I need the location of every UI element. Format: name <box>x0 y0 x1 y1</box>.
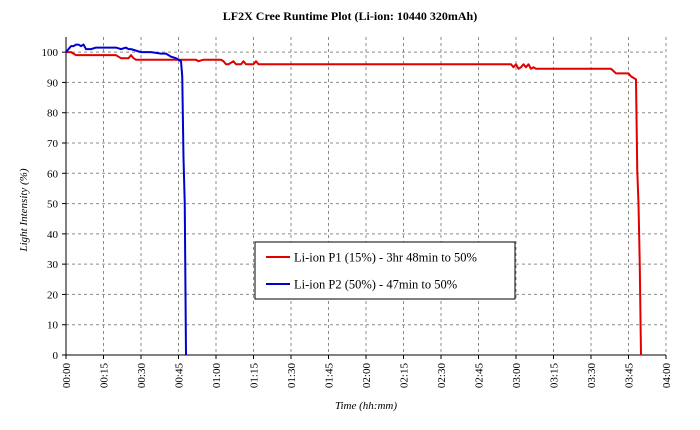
x-tick-label: 01:00 <box>211 363 223 389</box>
x-tick-label: 00:45 <box>174 363 186 389</box>
y-tick-label: 70 <box>47 138 59 150</box>
y-tick-label: 0 <box>53 350 59 362</box>
x-tick-label: 02:15 <box>399 363 411 389</box>
x-tick-label: 01:15 <box>249 363 261 389</box>
gridlines <box>66 37 667 355</box>
legend-label-p2: Li-ion P2 (50%) - 47min to 50% <box>294 278 457 292</box>
x-axis-ticks: 00:00 00:15 00:30 00:45 01:00 01:15 01:30 01:45… <box>61 355 673 388</box>
y-tick-label: 30 <box>47 259 59 271</box>
series-line-2 <box>65 43 187 356</box>
y-axis-ticks: 0 10 20 30 40 50 60 70 80 90 100 <box>42 47 66 362</box>
x-tick-label: 03:00 <box>511 363 523 389</box>
x-tick-label: 00:30 <box>136 363 148 389</box>
x-tick-label: 02:30 <box>436 363 448 389</box>
legend: Li-ion P1 (15%) - 3hr 48min to 50% Li-io… <box>254 241 516 300</box>
x-tick-label: 03:15 <box>549 363 561 389</box>
x-tick-label: 03:45 <box>624 363 636 389</box>
x-tick-label: 01:45 <box>324 363 336 389</box>
legend-box <box>254 241 516 300</box>
y-tick-label: 80 <box>47 108 59 120</box>
y-tick-label: 40 <box>47 229 59 241</box>
x-axis-label: Time (hh:mm) <box>335 400 397 412</box>
x-tick-label: 03:30 <box>586 363 598 389</box>
y-tick-label: 90 <box>47 77 59 89</box>
x-tick-label: 00:00 <box>61 363 73 389</box>
series-lines <box>65 43 642 356</box>
chart-title: LF2X Cree Runtime Plot (Li-ion: 10440 32… <box>223 9 477 23</box>
y-tick-label: 10 <box>47 320 59 332</box>
y-tick-label: 50 <box>47 199 59 211</box>
legend-label-p1: Li-ion P1 (15%) - 3hr 48min to 50% <box>294 251 477 265</box>
y-tick-label: 60 <box>47 168 59 180</box>
x-tick-label: 02:00 <box>361 363 373 389</box>
y-tick-label: 20 <box>47 289 59 301</box>
x-tick-label: 01:30 <box>286 363 298 389</box>
x-tick-label: 00:15 <box>99 363 111 389</box>
x-tick-label: 04:00 <box>661 363 673 389</box>
x-tick-label: 02:45 <box>474 363 486 389</box>
y-tick-label: 100 <box>42 47 59 59</box>
y-axis-label: Light Intensity (%) <box>18 168 30 252</box>
series-line-1 <box>66 51 642 356</box>
